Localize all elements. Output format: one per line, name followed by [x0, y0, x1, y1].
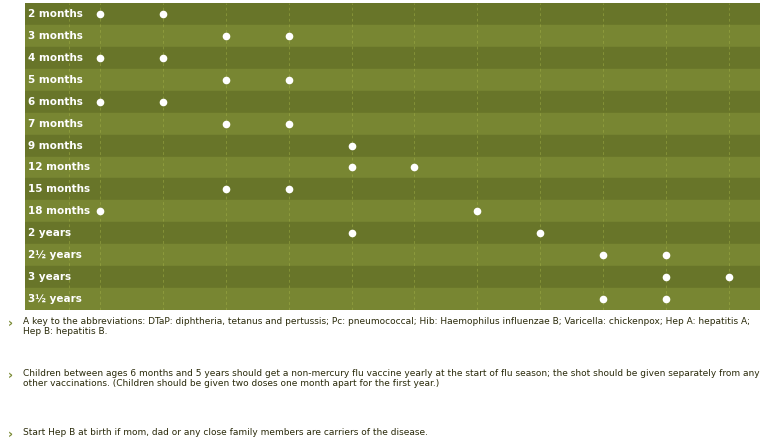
Text: ›: ›	[8, 317, 13, 329]
Bar	[25, 69, 760, 91]
Bar	[25, 266, 760, 288]
Text: 15 months: 15 months	[28, 184, 90, 194]
Bar	[25, 112, 760, 135]
Bar	[25, 222, 760, 244]
Text: A key to the abbreviations: DTaP: diphtheria, tetanus and pertussis; Pc: pneumoc: A key to the abbreviations: DTaP: diphth…	[23, 317, 750, 336]
Text: ›: ›	[8, 428, 13, 441]
Text: 4 months: 4 months	[28, 53, 83, 63]
Bar	[25, 91, 760, 112]
Bar	[25, 244, 760, 266]
Bar	[25, 47, 760, 69]
Text: 2½ years: 2½ years	[28, 250, 82, 260]
Bar	[25, 135, 760, 157]
Text: 2 years: 2 years	[28, 228, 71, 238]
Bar	[25, 25, 760, 47]
Text: 7 months: 7 months	[28, 119, 83, 129]
Text: 2 months: 2 months	[28, 9, 83, 19]
Text: Children between ages 6 months and 5 years should get a non-mercury flu vaccine : Children between ages 6 months and 5 yea…	[23, 369, 759, 389]
Text: 12 months: 12 months	[28, 162, 90, 172]
Bar	[25, 288, 760, 310]
Text: ›: ›	[8, 369, 13, 382]
Bar	[25, 157, 760, 179]
Text: 18 months: 18 months	[28, 206, 90, 217]
Text: 6 months: 6 months	[28, 97, 83, 107]
Bar	[25, 179, 760, 200]
Bar	[25, 3, 760, 25]
Text: 3 months: 3 months	[28, 31, 83, 41]
Text: DR. BOB'S VACCINATION SCHEDULE: DR. BOB'S VACCINATION SCHEDULE	[8, 66, 17, 247]
Text: 9 months: 9 months	[28, 141, 83, 150]
Text: Start Hep B at birth if mom, dad or any close family members are carriers of the: Start Hep B at birth if mom, dad or any …	[23, 428, 428, 437]
Text: 3½ years: 3½ years	[28, 294, 82, 304]
Bar	[25, 200, 760, 222]
Text: 3 years: 3 years	[28, 272, 71, 282]
Text: 5 months: 5 months	[28, 75, 83, 85]
